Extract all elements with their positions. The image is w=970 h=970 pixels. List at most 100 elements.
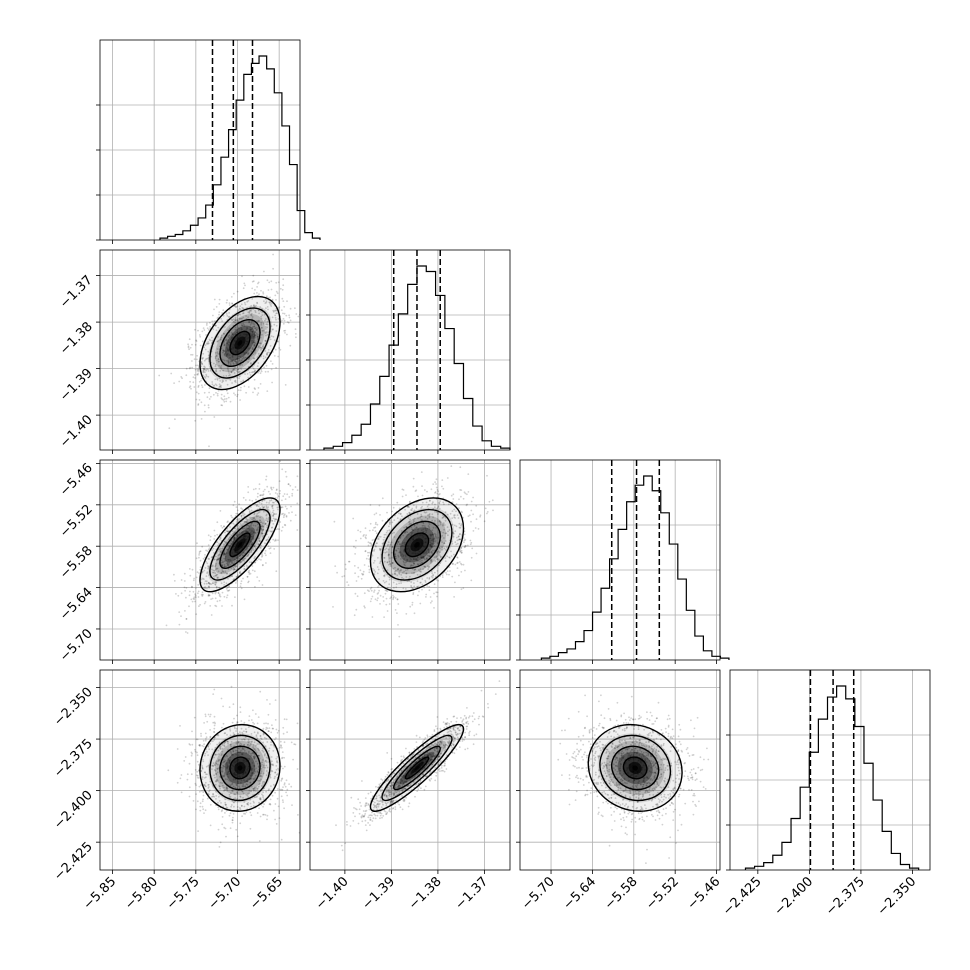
contour-line (611, 745, 660, 791)
y-tick-label: −5.64 (57, 585, 96, 624)
density-panel-2-0 (99, 459, 301, 661)
contour-line (622, 756, 648, 780)
contour-line (229, 532, 251, 558)
panel-frame (309, 669, 511, 871)
histogram-step (323, 265, 511, 450)
contour-line (404, 532, 430, 558)
contour-line (199, 723, 281, 812)
density-content (100, 670, 300, 870)
density-content (100, 460, 300, 660)
y-axis-1: −1.40 −1.39 −1.38 −1.37 (57, 273, 100, 451)
density-content (100, 250, 300, 450)
panel-frame (99, 249, 301, 451)
density-fill (370, 497, 464, 592)
y-tick-label: −5.58 (57, 543, 96, 582)
contour-line (587, 723, 683, 812)
density-panel-3-1 (309, 669, 511, 871)
contour-line (209, 307, 271, 379)
hist-yticks-0 (96, 104, 100, 241)
x-axis-0: −5.85 −5.80 −5.75 −5.70 −5.65 (81, 870, 286, 913)
x-tick-label: −5.46 (685, 874, 724, 913)
x-tick-label: −2.350 (875, 874, 920, 919)
y-axis-3 (516, 687, 520, 843)
panel-frame (99, 459, 301, 661)
contour-line (219, 520, 261, 569)
x-tick-label: −1.37 (452, 874, 491, 913)
histogram-step (159, 55, 321, 240)
contour-line (199, 295, 281, 391)
x-axis-3: −2.425 −2.400 −2.375 −2.350 (720, 870, 919, 919)
contour-line (369, 723, 465, 812)
histogram-step (540, 475, 730, 660)
density-fill (199, 724, 281, 812)
x-tick-label: −5.80 (122, 874, 161, 913)
hist-yticks-1 (306, 314, 310, 451)
panel-frame (519, 459, 721, 661)
x-tick-label: −5.75 (164, 874, 203, 913)
panel-frame (309, 249, 511, 451)
contour-line (369, 497, 465, 593)
contours (369, 497, 465, 593)
y-axis-2: −5.70−5.64−5.58−5.52−5.46 (57, 461, 100, 665)
y-tick-label: −1.38 (57, 319, 96, 358)
contours (587, 723, 683, 812)
hist-panel-0 (99, 39, 321, 241)
hist-yticks-3 (726, 734, 730, 871)
y-tick-label: −2.425 (51, 839, 96, 884)
y-axis-3 (306, 687, 310, 843)
contour-line (209, 508, 271, 581)
panel-frame (99, 39, 301, 241)
contour-line (381, 734, 453, 802)
contour-line (219, 319, 261, 367)
density-fill (370, 724, 464, 812)
density-fill (199, 497, 281, 592)
y-tick-label: −2.375 (51, 736, 96, 781)
contour-line (229, 330, 251, 356)
x-tick-label: −2.400 (772, 874, 817, 919)
contours (199, 497, 281, 593)
x-tick-label: −1.40 (313, 874, 352, 913)
contour-line (393, 745, 441, 791)
density-panel-3-0 (99, 669, 301, 871)
x-tick-label: −5.52 (643, 874, 682, 913)
hist-panel-1 (309, 249, 511, 451)
y-axis-2 (306, 463, 310, 630)
y-axis-3: −2.425 −2.400 −2.375 −2.350 (51, 685, 100, 884)
hist-panel-3 (729, 669, 931, 871)
x-tick-label: −5.85 (81, 874, 120, 913)
x-axis-0 (112, 240, 280, 244)
density-content (520, 670, 720, 870)
hist-yticks-2 (516, 524, 520, 661)
y-tick-label: −2.350 (51, 685, 96, 730)
x-axis-2: −5.70 −5.64 −5.58 −5.52 −5.46 (519, 870, 723, 913)
y-tick-label: −1.39 (57, 366, 96, 405)
x-axis-2 (550, 660, 717, 664)
contour-line (599, 734, 672, 802)
x-tick-label: −5.58 (602, 874, 641, 913)
y-tick-label: −5.52 (57, 502, 96, 541)
x-tick-label: −1.38 (406, 874, 445, 913)
contour-line (404, 756, 430, 780)
y-tick-label: −2.400 (51, 788, 96, 833)
x-tick-label: −5.70 (519, 874, 558, 913)
sample-points (167, 685, 300, 848)
panel-frame (729, 669, 931, 871)
y-tick-label: −1.37 (57, 273, 96, 312)
histogram-step (744, 685, 920, 870)
x-tick-label: −1.39 (359, 874, 398, 913)
x-axis-0 (112, 660, 280, 664)
x-tick-label: −2.375 (823, 874, 868, 919)
density-panel-3-2 (519, 669, 721, 871)
panel-frame (99, 669, 301, 871)
density-panel-1-0 (99, 249, 301, 451)
density-panel-2-1 (309, 459, 511, 661)
x-axis-1 (344, 660, 485, 664)
y-tick-label: −5.70 (57, 626, 96, 665)
x-tick-label: −5.65 (247, 874, 286, 913)
contour-line (381, 508, 453, 581)
y-tick-label: −1.40 (57, 412, 96, 451)
contour-line (209, 734, 271, 802)
contour-line (219, 745, 261, 791)
x-tick-label: −5.64 (560, 874, 599, 913)
